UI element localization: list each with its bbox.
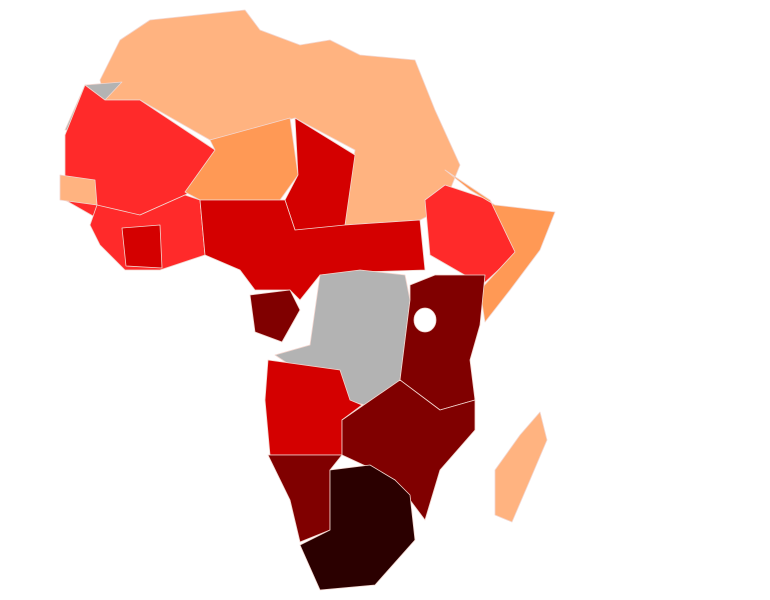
madagascar (494, 411, 548, 523)
southern-tip (299, 464, 416, 591)
senegal (59, 174, 98, 206)
horn (444, 169, 556, 323)
congo-gabon (249, 289, 301, 343)
ivory-coast (121, 224, 163, 269)
lake-victoria (413, 307, 437, 333)
